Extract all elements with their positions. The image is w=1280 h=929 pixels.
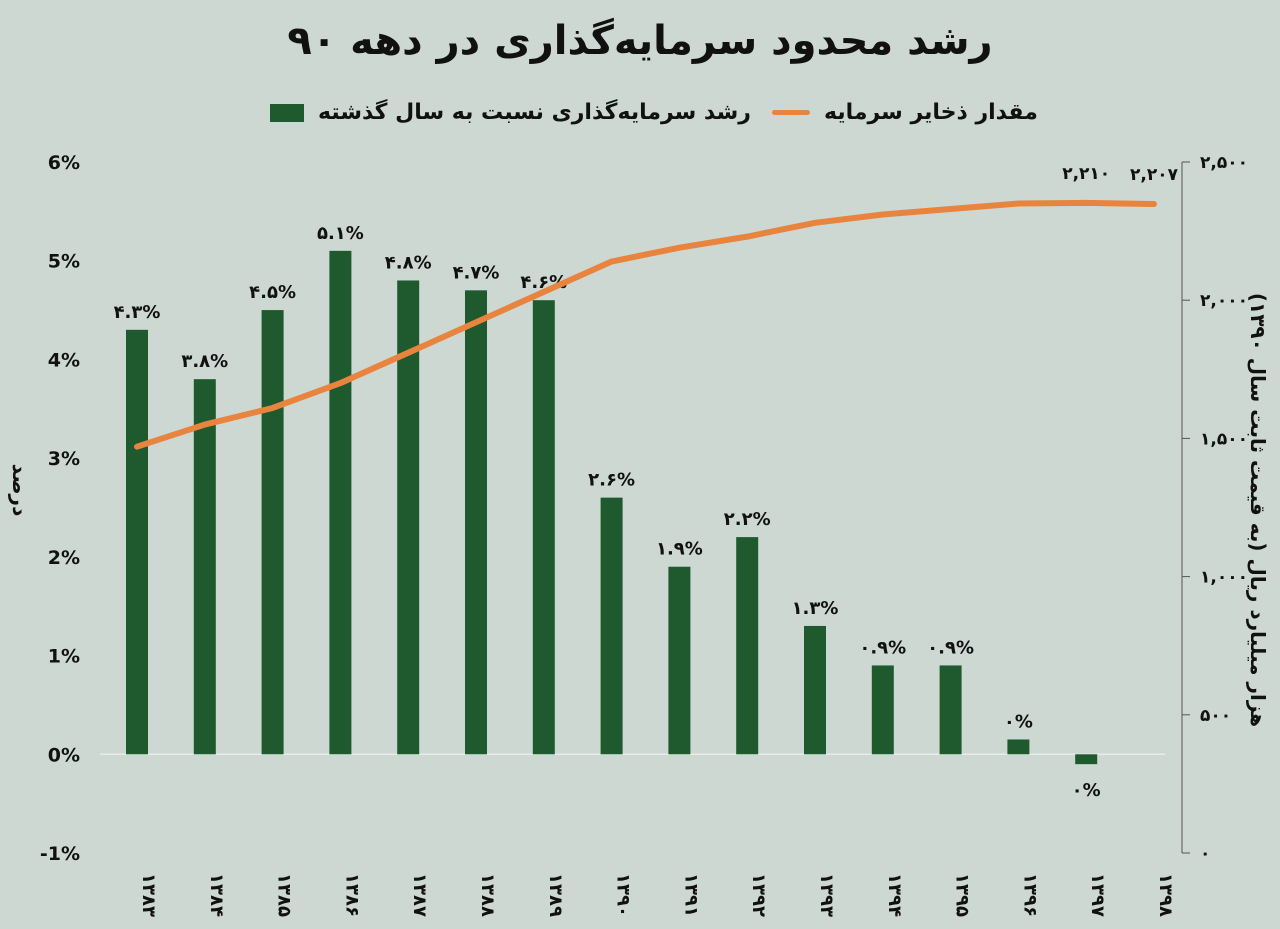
x-tick-label: ۱۳۹۲ — [748, 873, 769, 917]
y-left-tick-label: 4% — [48, 349, 80, 371]
x-tick-label: ۱۳۸۶ — [341, 873, 362, 917]
bar — [600, 497, 623, 755]
line-data-label: ۲,۲۰۷ — [1130, 165, 1179, 185]
y-left-tick-label: 0% — [48, 744, 80, 766]
bar — [736, 537, 759, 755]
bar — [939, 665, 962, 755]
bar-data-label: ۰.۹% — [859, 637, 906, 658]
bar-data-label: ۴.۳% — [114, 302, 161, 323]
bar-data-label: ۰% — [1072, 780, 1101, 801]
line-data-label: ۲,۲۱۰ — [1062, 164, 1110, 184]
x-tick-label: ۱۳۹۶ — [1019, 873, 1040, 917]
bar-data-label: ۰.۹% — [927, 637, 974, 658]
y-left-tick-label: -1% — [40, 843, 80, 865]
x-tick-label: ۱۳۸۹ — [545, 873, 566, 917]
x-tick-label: ۱۳۸۷ — [409, 873, 430, 917]
bar — [532, 300, 555, 755]
bar-data-label: ۲.۶% — [588, 470, 635, 491]
bar — [804, 625, 826, 755]
x-tick-label: ۱۳۹۵ — [952, 873, 973, 917]
x-tick-label: ۱۳۸۳ — [138, 873, 159, 917]
bar — [329, 250, 352, 755]
bar — [193, 379, 216, 755]
y-right-tick-label: ۱,۰۰۰ — [1200, 568, 1248, 588]
bar-data-label: ۴.۸% — [385, 252, 432, 273]
bar-data-label: ۲.۲% — [724, 509, 771, 530]
x-tick-label: ۱۳۸۵ — [274, 873, 295, 917]
bar — [397, 280, 420, 755]
legend-line-label: مقدار ذخایر سرمایه — [824, 100, 1038, 125]
x-tick-label: ۱۳۹۸ — [1155, 873, 1176, 917]
x-tick-label: ۱۳۹۷ — [1087, 873, 1108, 917]
y-left-tick-label: 3% — [48, 448, 80, 470]
bar — [126, 329, 148, 755]
x-tick-label: ۱۳۹۰ — [613, 873, 634, 917]
y-right-tick-label: ۵۰۰ — [1200, 706, 1231, 726]
legend-item-bars: رشد سرمایه‌گذاری نسبت به سال گذشته — [270, 100, 751, 125]
bar-data-label: ۴.۵% — [249, 282, 296, 303]
bar — [668, 566, 691, 755]
y-left-tick-label: 1% — [48, 646, 80, 668]
x-tick-label: ۱۳۹۱ — [680, 873, 701, 917]
legend: رشد سرمایه‌گذاری نسبت به سال گذشته مقدار… — [0, 100, 1280, 136]
bar-data-label: ۳.۸% — [181, 351, 228, 372]
legend-line-swatch — [772, 110, 810, 115]
y-right-tick-label: ۲,۰۰۰ — [1200, 291, 1248, 311]
bar — [261, 310, 284, 755]
legend-bars-label: رشد سرمایه‌گذاری نسبت به سال گذشته — [318, 100, 751, 125]
x-tick-label: ۱۳۸۸ — [477, 873, 498, 917]
y-left-tick-label: 5% — [48, 251, 80, 273]
bar — [465, 290, 487, 755]
bar-data-label: ۱.۹% — [656, 539, 703, 560]
bar-data-label: ۱.۳% — [792, 598, 839, 619]
bar — [871, 665, 894, 755]
x-tick-label: ۱۳۸۴ — [206, 873, 227, 917]
legend-item-line: مقدار ذخایر سرمایه — [772, 100, 1038, 125]
line-series-path — [134, 199, 1157, 450]
y-left-tick-label: 2% — [48, 547, 80, 569]
bar-data-label: ۵.۱% — [317, 223, 364, 244]
chart-title: رشد محدود سرمایه‌گذاری در دهه ۹۰ — [287, 18, 993, 64]
bar — [1007, 739, 1030, 755]
x-tick-label: ۱۳۹۴ — [884, 873, 905, 917]
y-left-tick-label: 6% — [48, 152, 80, 174]
bar-data-label: ۴.۷% — [453, 262, 500, 283]
bar — [1075, 754, 1098, 765]
y-right-tick-label: ۲,۵۰۰ — [1200, 153, 1248, 173]
y-right-tick-label: ۰ — [1200, 844, 1210, 864]
bar-data-label: ۰% — [1004, 711, 1033, 732]
x-tick-label: ۱۳۹۳ — [816, 873, 837, 917]
y-right-tick-label: ۱,۵۰۰ — [1200, 429, 1248, 449]
legend-bar-swatch — [270, 103, 304, 122]
